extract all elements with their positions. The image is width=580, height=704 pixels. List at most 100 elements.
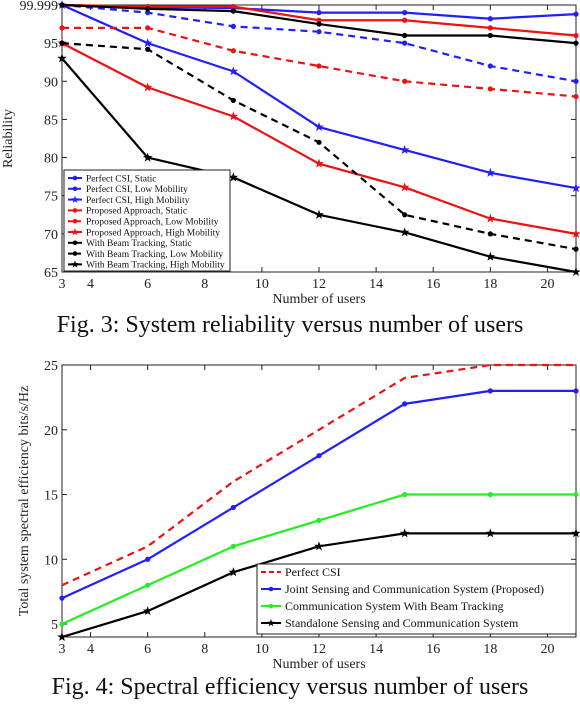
data-point: [571, 228, 580, 238]
legend-entry-perfect-csi-high-mobility: Perfect CSI, High Mobility: [86, 195, 190, 206]
y-tick-label: 70: [44, 228, 58, 243]
legend-entry-communication-system-with-beam-tracking: Communication System With Beam Tracking: [285, 599, 504, 613]
data-point: [230, 3, 236, 10]
y-tick-label: 90: [44, 75, 58, 90]
data-point: [314, 209, 324, 219]
series-with-beam-tracking-low-mobility: [59, 40, 579, 252]
data-point: [487, 86, 493, 92]
x-tick-label: 8: [201, 642, 208, 657]
y-tick-label: 5: [51, 618, 58, 633]
series-communication-system-with-beam-tracking: [59, 491, 579, 627]
y-tick-label: 95: [44, 37, 58, 52]
y-tick-label: 65: [44, 266, 58, 281]
data-point: [316, 29, 322, 35]
data-point: [316, 63, 322, 69]
y-tick-label: 80: [44, 152, 58, 167]
legend-marker: [71, 260, 79, 268]
legend-marker: [267, 619, 275, 627]
data-point: [399, 144, 410, 154]
x-tick-label: 12: [312, 277, 326, 292]
data-point: [145, 6, 151, 12]
series-line-perfect-csi: [61, 363, 576, 587]
x-axis-label: Number of users: [272, 657, 365, 672]
y-tick-label: 99.999: [20, 0, 59, 14]
legend-entry-joint-sensing-and-communication-system-proposed: Joint Sensing and Communication System (…: [285, 582, 544, 596]
chart-legend: Perfect CSI Joint Sensing and Communicati…: [256, 563, 577, 635]
legend-entry-perfect-csi-low-mobility: Perfect CSI, Low Mobility: [86, 184, 188, 195]
data-point: [573, 40, 579, 46]
data-point: [228, 111, 239, 121]
x-tick-label: 10: [255, 642, 269, 657]
data-point: [59, 40, 65, 46]
data-point: [571, 528, 580, 538]
x-axis-label: Number of users: [272, 292, 365, 307]
data-point: [573, 93, 579, 100]
x-tick-label: 16: [426, 642, 440, 657]
spectral-efficiency-figure: 3 4 6 8 10 12 14 16 18 20 5 10 15 20 25 Number of users…: [0, 356, 580, 704]
data-point: [402, 212, 408, 218]
legend-entry-perfect-csi: Perfect CSI: [285, 565, 341, 579]
data-point: [57, 53, 67, 63]
data-point: [402, 491, 408, 498]
data-point: [228, 567, 239, 577]
data-point: [487, 25, 493, 31]
data-point: [399, 182, 410, 192]
series-proposed-approach-high-mobility: [57, 38, 580, 238]
data-point: [228, 172, 239, 182]
data-point: [573, 32, 579, 39]
legend-entry-proposed-approach-high-mobility: Proposed Approach, High Mobility: [86, 228, 220, 238]
data-point: [145, 582, 151, 588]
data-point: [316, 139, 322, 145]
data-point: [487, 16, 493, 22]
spectral-efficiency-chart: 3 4 6 8 10 12 14 16 18 20 5 10 15 20 25 Number of users…: [17, 359, 580, 672]
x-tick-label: 14: [369, 277, 383, 292]
x-tick-label: 3: [59, 277, 66, 292]
data-point: [571, 183, 580, 193]
legend-marker: [71, 228, 79, 236]
series-perfect-csi: [61, 363, 576, 587]
data-point: [571, 267, 580, 277]
figure-4-caption: Fig. 4: Spectral efficiency versus numbe…: [51, 674, 529, 700]
data-point: [228, 66, 239, 76]
data-point: [487, 231, 493, 237]
data-point: [142, 38, 153, 48]
y-tick-label: 15: [44, 489, 58, 504]
data-point: [230, 97, 236, 103]
data-point: [402, 17, 408, 23]
data-point: [487, 63, 493, 69]
data-point: [573, 246, 579, 252]
legend-marker: [72, 240, 78, 246]
data-point: [316, 17, 322, 23]
data-point: [402, 32, 408, 39]
legend-marker: [268, 586, 274, 592]
data-point: [142, 152, 153, 162]
data-point: [402, 40, 408, 46]
legend-entry-proposed-approach-low-mobility: Proposed Approach, Low Mobility: [86, 218, 219, 228]
data-point: [314, 541, 324, 551]
data-point: [487, 388, 493, 394]
data-point: [402, 10, 408, 16]
legend-entry-with-beam-tracking-static: With Beam Tracking, Static: [86, 239, 192, 249]
data-point: [59, 25, 65, 31]
data-point: [485, 167, 496, 177]
legend-marker: [268, 603, 274, 609]
x-tick-label: 16: [426, 277, 440, 292]
legend-entry-with-beam-tracking-low-mobility: With Beam Tracking, Low Mobility: [86, 250, 223, 260]
x-tick-label: 20: [540, 277, 554, 292]
x-tick-label: 14: [369, 642, 383, 657]
data-point: [314, 158, 324, 168]
legend-marker: [71, 195, 79, 203]
data-point: [402, 78, 408, 84]
data-point: [59, 2, 65, 8]
data-point: [487, 491, 493, 498]
data-point: [59, 595, 65, 601]
data-point: [485, 251, 496, 261]
data-point: [57, 632, 67, 642]
legend-entry-perfect-csi-static: Perfect CSI, Static: [86, 173, 156, 184]
legend-marker: [72, 251, 78, 256]
data-point: [230, 48, 236, 54]
legend-entry-with-beam-tracking-high-mobility: With Beam Tracking, High Mobility: [86, 261, 225, 271]
x-tick-label: 20: [540, 642, 554, 657]
data-point: [573, 491, 579, 498]
